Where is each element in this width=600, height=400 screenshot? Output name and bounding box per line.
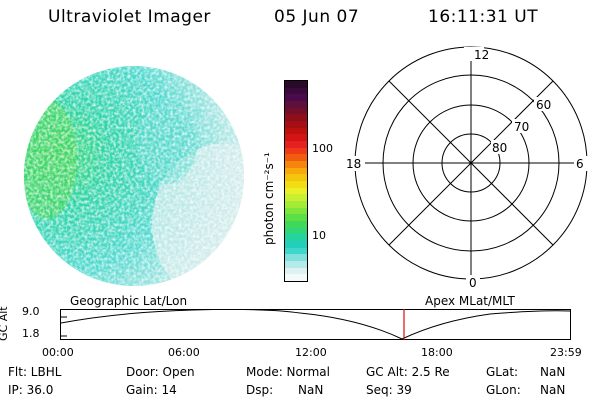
mlt-label-bottom: 0	[469, 276, 477, 290]
timeline-x-tick-0000: 00:00	[42, 346, 74, 359]
colorbar-swatch	[285, 274, 307, 282]
colorbar-swatch	[285, 161, 307, 168]
colorbar-swatch	[285, 107, 307, 115]
timeline-x-tick-1200: 12:00	[295, 346, 327, 359]
lat-label-70: 70	[514, 120, 529, 134]
colorbar-swatch	[285, 234, 307, 242]
timeline-x-tick-2359: 23:59	[550, 346, 582, 359]
glat-value: NaN	[540, 365, 566, 379]
colorbar-swatch	[285, 101, 307, 108]
lat-label-80: 80	[492, 141, 507, 155]
colorbar-swatch	[285, 214, 307, 222]
colorbar-swatch	[285, 94, 307, 102]
colorbar-swatch	[285, 261, 307, 268]
timeline-y-tick-1-8: 1.8	[22, 327, 40, 340]
colorbar-swatch	[285, 194, 307, 202]
colorbar-swatch	[285, 207, 307, 215]
colorbar-swatch	[285, 254, 307, 262]
colorbar-swatch	[285, 221, 307, 228]
colorbar-swatch	[285, 154, 307, 162]
dsp-value: NaN	[298, 383, 324, 397]
colorbar-tick-100: 100	[312, 142, 333, 155]
colorbar-swatch	[285, 87, 307, 95]
colorbar-swatch	[285, 81, 307, 88]
colorbar-tick-10: 10	[312, 229, 326, 242]
timeline-x-tick-0600: 06:00	[168, 346, 200, 359]
gc-alt-readout: GC Alt: 2.5 Re	[366, 365, 450, 379]
mode-readout: Mode: Normal	[246, 365, 330, 379]
mlt-label-left: 18	[346, 157, 361, 171]
colorbar-swatch	[285, 227, 307, 235]
colorbar-swatch	[285, 127, 307, 135]
colorbar-swatch	[285, 147, 307, 155]
timeline-frame	[60, 309, 571, 340]
timeline-x-tick-1800: 18:00	[421, 346, 453, 359]
timeline-right-title: Apex MLat/MLT	[425, 294, 515, 308]
colorbar-swatch	[285, 167, 307, 175]
colorbar-swatch	[285, 201, 307, 208]
mlt-label-right: 6	[576, 157, 584, 171]
timeline-y-tick-9: 9.0	[22, 305, 40, 318]
timeline-altitude-plot	[60, 309, 571, 340]
door-readout: Door: Open	[126, 365, 195, 379]
timeline-left-title: Geographic Lat/Lon	[70, 294, 188, 308]
glon-value: NaN	[540, 383, 566, 397]
timeline-y-axis-label: GC Alt	[0, 306, 10, 341]
uv-image-disk	[24, 66, 244, 286]
observation-time: 16:11:31 UT	[428, 7, 539, 27]
polar-mlt-plot: 12 18 6 0 60 70 80	[341, 46, 588, 290]
colorbar	[284, 80, 308, 282]
ip-readout: IP: 36.0	[8, 383, 54, 397]
glon-label: GLon:	[486, 383, 521, 397]
colorbar-swatch	[285, 267, 307, 275]
colorbar-swatch	[285, 241, 307, 248]
colorbar-swatch	[285, 247, 307, 255]
dsp-label: Dsp:	[246, 383, 274, 397]
colorbar-swatch	[285, 141, 307, 148]
observation-date: 05 Jun 07	[274, 7, 360, 27]
colorbar-swatch	[285, 134, 307, 142]
mlt-label-top: 12	[474, 48, 489, 62]
colorbar-swatch	[285, 114, 307, 122]
colorbar-swatch	[285, 187, 307, 195]
lat-label-60: 60	[536, 98, 551, 112]
instrument-title: Ultraviolet Imager	[48, 7, 211, 27]
glat-label: GLat:	[486, 365, 519, 379]
colorbar-swatch	[285, 181, 307, 188]
altitude-curve	[60, 309, 571, 340]
filter-readout: Flt: LBHL	[8, 365, 62, 379]
gain-readout: Gain: 14	[126, 383, 177, 397]
colorbar-swatch	[285, 121, 307, 128]
colorbar-swatch	[285, 174, 307, 182]
colorbar-unit-label: photon cm⁻²s⁻¹	[262, 152, 276, 245]
polar-diagonal-2	[388, 80, 554, 246]
seq-readout: Seq: 39	[366, 383, 412, 397]
